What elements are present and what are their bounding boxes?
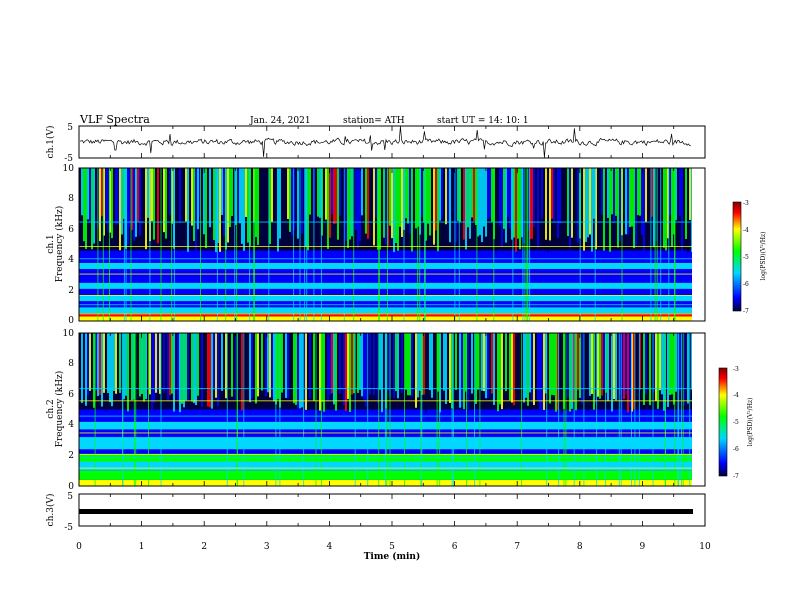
ch2-ytick-8: 8 <box>68 359 74 369</box>
ch3-voltage-panel: 5 -5 ch.3(V) <box>45 492 706 533</box>
ch1-colorbar: -3 -4 -5 -6 -7 log(PSD)(V²/Hz) <box>732 200 767 315</box>
xtick-9: 9 <box>640 542 646 552</box>
ch1-voltage-panel: 5 -5 ch.1(V) <box>45 123 706 164</box>
date-label: Jan. 24, 2021 <box>249 116 311 126</box>
start-ut-label: start UT = 14: 10: 1 <box>437 116 529 126</box>
ch1-ytick-top: 5 <box>67 123 73 133</box>
xtick-10: 10 <box>699 542 711 552</box>
xtick-4: 4 <box>327 542 333 552</box>
ch2-colorbar-tick-5: -5 <box>733 419 739 426</box>
ch2-colorbar-tick-6: -6 <box>733 446 739 453</box>
ch2-ytick-6: 6 <box>68 390 74 400</box>
ch1-colorbar-tick-7: -7 <box>743 308 749 315</box>
xtick-6: 6 <box>452 542 458 552</box>
xtick-2: 2 <box>201 542 207 552</box>
ch1-ylabel-channel: ch.1 <box>46 234 56 253</box>
ch2-ytick-2: 2 <box>68 451 74 461</box>
ch1-colorbar-gradient <box>732 201 742 312</box>
ch1-voltage-ylabel: ch.1(V) <box>45 126 56 159</box>
ch2-spectrogram-image <box>79 333 705 486</box>
ch1-ytick-8: 8 <box>68 194 74 204</box>
ch1-colorbar-label: log(PSD)(V²/Hz) <box>760 232 767 281</box>
ch1-ytick-2: 2 <box>68 286 74 296</box>
station-label: station= ATH <box>343 116 405 126</box>
xtick-8: 8 <box>577 542 583 552</box>
figure-title: VLF Spectra <box>79 113 150 126</box>
ch2-colorbar-label: log(PSD)(V²/Hz) <box>747 398 754 447</box>
ch3-voltage-ylabel: ch.3(V) <box>45 494 56 527</box>
ch1-ylabel-frequency: Frequency (kHz) <box>54 206 65 283</box>
ch2-colorbar-gradient <box>718 367 728 477</box>
time-axis-labels: 0 1 2 3 4 5 6 7 8 9 10 Time (min) <box>76 542 711 562</box>
time-axis-label: Time (min) <box>364 551 421 562</box>
ch2-colorbar: -3 -4 -5 -6 -7 log(PSD)(V²/Hz) <box>718 366 754 480</box>
xtick-7: 7 <box>514 542 520 552</box>
ch1-colorbar-tick-3: -3 <box>743 200 749 207</box>
xtick-1: 1 <box>139 542 145 552</box>
ch2-spectrogram-panel: 0 2 4 6 8 10 ch.2 Frequency (kHz) <box>46 329 706 492</box>
xtick-0: 0 <box>76 542 82 552</box>
ch2-colorbar-tick-7: -7 <box>733 473 739 480</box>
ch1-spectrogram-panel: 0 2 4 6 8 10 ch.1 Frequency (kHz) <box>46 164 706 326</box>
ch2-ytick-10: 10 <box>63 329 75 339</box>
ch3-voltage-trace <box>79 509 693 514</box>
ch2-ylabel-frequency: Frequency (kHz) <box>54 371 65 448</box>
ch1-colorbar-tick-4: -4 <box>743 227 749 234</box>
time-axis-ticks <box>78 126 706 526</box>
ch2-ylabel-channel: ch.2 <box>46 399 56 418</box>
ch2-ytick-0: 0 <box>68 482 74 492</box>
ch1-ytick-6: 6 <box>68 225 74 235</box>
ch3-ytick-top: 5 <box>67 492 73 502</box>
ch1-voltage-trace <box>79 126 691 158</box>
ch2-colorbar-tick-3: -3 <box>733 366 739 373</box>
ch1-colorbar-tick-6: -6 <box>743 281 749 288</box>
ch1-ytick-10: 10 <box>63 164 75 174</box>
ch1-ytick-bottom: -5 <box>64 154 73 164</box>
ch1-ytick-4: 4 <box>68 255 74 265</box>
ch2-ytick-4: 4 <box>68 420 74 430</box>
ch1-ytick-0: 0 <box>68 316 74 326</box>
ch1-spectrogram-image <box>79 168 705 321</box>
ch2-colorbar-tick-4: -4 <box>733 392 739 399</box>
ch1-voltage-frame <box>78 125 706 159</box>
xtick-3: 3 <box>264 542 270 552</box>
ch3-ytick-bottom: -5 <box>64 523 73 533</box>
xtick-5: 5 <box>389 542 395 552</box>
ch1-colorbar-tick-5: -5 <box>743 254 749 261</box>
